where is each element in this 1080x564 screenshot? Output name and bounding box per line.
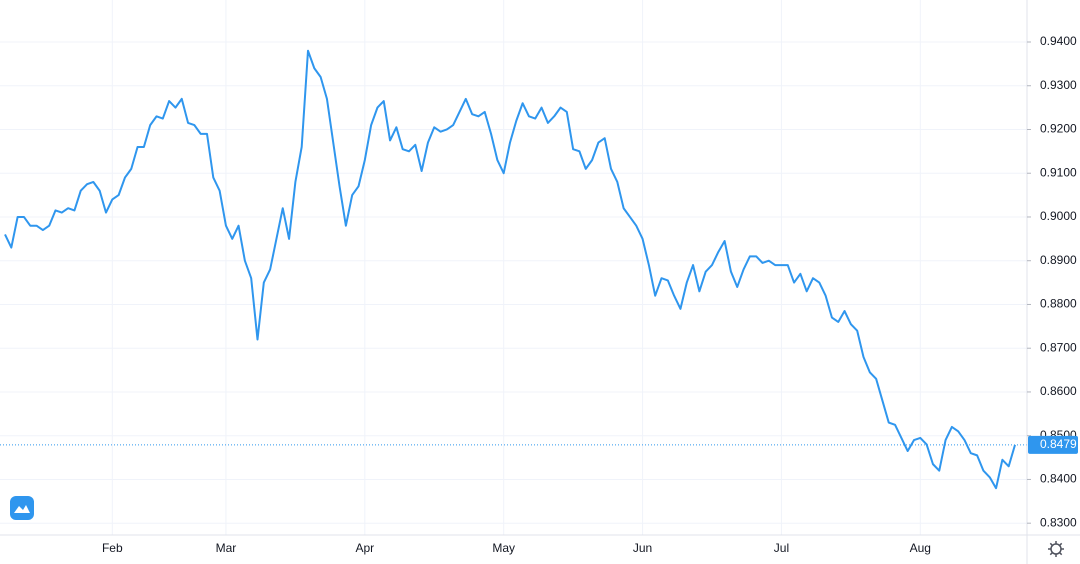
y-tick-label: 0.8400: [1040, 472, 1077, 486]
y-tick-label: 0.9100: [1040, 165, 1077, 179]
y-tick-label: 0.9400: [1040, 34, 1077, 48]
y-tick-label: 0.8800: [1040, 297, 1077, 311]
y-tick-label: 0.8300: [1040, 515, 1077, 529]
grid: [0, 0, 1027, 535]
x-tick-label: May: [492, 541, 515, 555]
x-tick-label: Feb: [102, 541, 123, 555]
last-price-tag: [1028, 435, 1078, 454]
logo[interactable]: [10, 496, 34, 520]
x-tick-label: Mar: [216, 541, 237, 555]
y-tick-label: 0.8900: [1040, 253, 1077, 267]
x-tick-label: Aug: [910, 541, 931, 555]
settings-teeth[interactable]: [1048, 541, 1064, 557]
x-tick-label: Jun: [633, 541, 652, 555]
logo-bg[interactable]: [10, 496, 34, 520]
x-tick-label: Apr: [355, 541, 374, 555]
last-price-label: 0.8479: [1040, 437, 1077, 451]
axis: 0.83000.84000.85000.86000.87000.88000.89…: [102, 34, 1078, 555]
y-tick-label: 0.8700: [1040, 340, 1077, 354]
plot: [0, 49, 1027, 490]
settings-button[interactable]: [1048, 541, 1064, 557]
y-tick-label: 0.9300: [1040, 78, 1077, 92]
y-tick-label: 0.8600: [1040, 384, 1077, 398]
x-tick-label: Jul: [774, 541, 789, 555]
y-tick-label: 0.9000: [1040, 209, 1077, 223]
y-tick-label: 0.9200: [1040, 122, 1077, 136]
logo-mark[interactable]: [14, 505, 30, 513]
price-line: [4, 49, 1016, 490]
